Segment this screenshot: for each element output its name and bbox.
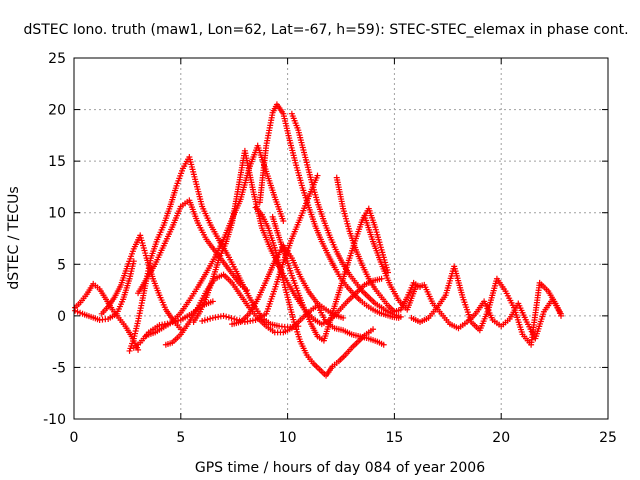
series-14 [269,205,391,344]
data-point [228,315,235,322]
data-point [380,341,387,348]
data-point [340,314,347,321]
series-3 [98,232,184,333]
series-1 [72,280,142,353]
y-tick-label: 25 [48,51,66,67]
y-axis-label: dSTEC / TECUs [6,186,22,289]
y-tick-label: -10 [43,412,66,428]
data-point [220,312,227,319]
data-point [244,287,251,294]
data-point [397,313,404,320]
data-point [378,275,385,282]
grid [74,58,608,419]
series-12 [252,204,377,379]
x-tick-label: 20 [492,430,510,446]
data-point [314,172,321,179]
series-4 [126,154,302,354]
y-tick-label: -5 [52,360,66,376]
data-point [207,315,214,322]
data-point [370,326,377,333]
axis-ticks: 0 5 10 15 20 25 -10 -5 0 5 10 15 20 25 [43,51,617,446]
x-tick-label: 25 [599,430,617,446]
series-6 [135,197,251,297]
data-point [204,316,211,323]
series-17 [361,212,565,342]
y-tick-label: 5 [57,257,66,273]
data-point [223,313,230,320]
data-point [199,318,206,325]
y-tick-label: 20 [48,103,66,119]
x-tick-label: 0 [70,430,79,446]
x-axis-label: GPS time / hours of day 084 of year 2006 [195,460,485,476]
x-tick-label: 10 [279,430,297,446]
series-2 [72,258,137,323]
y-tick-label: 0 [57,309,66,325]
x-tick-label: 5 [176,430,185,446]
series-16 [333,174,424,315]
data-point [135,346,142,353]
data-points [72,101,565,379]
data-point [177,326,184,333]
data-point [384,269,391,276]
data-point [201,317,208,324]
plot-frame [73,57,609,420]
data-point [558,312,565,319]
x-tick-label: 15 [385,430,403,446]
y-tick-label: 15 [48,154,66,170]
y-tick-label: 10 [48,206,66,222]
series-9 [190,147,385,328]
series-18 [408,263,565,348]
chart-title: dSTEC Iono. truth (maw1, Lon=62, Lat=-67… [23,22,628,38]
series-7 [143,142,287,339]
data-point [209,298,216,305]
data-point [280,217,287,224]
data-point [225,314,232,321]
